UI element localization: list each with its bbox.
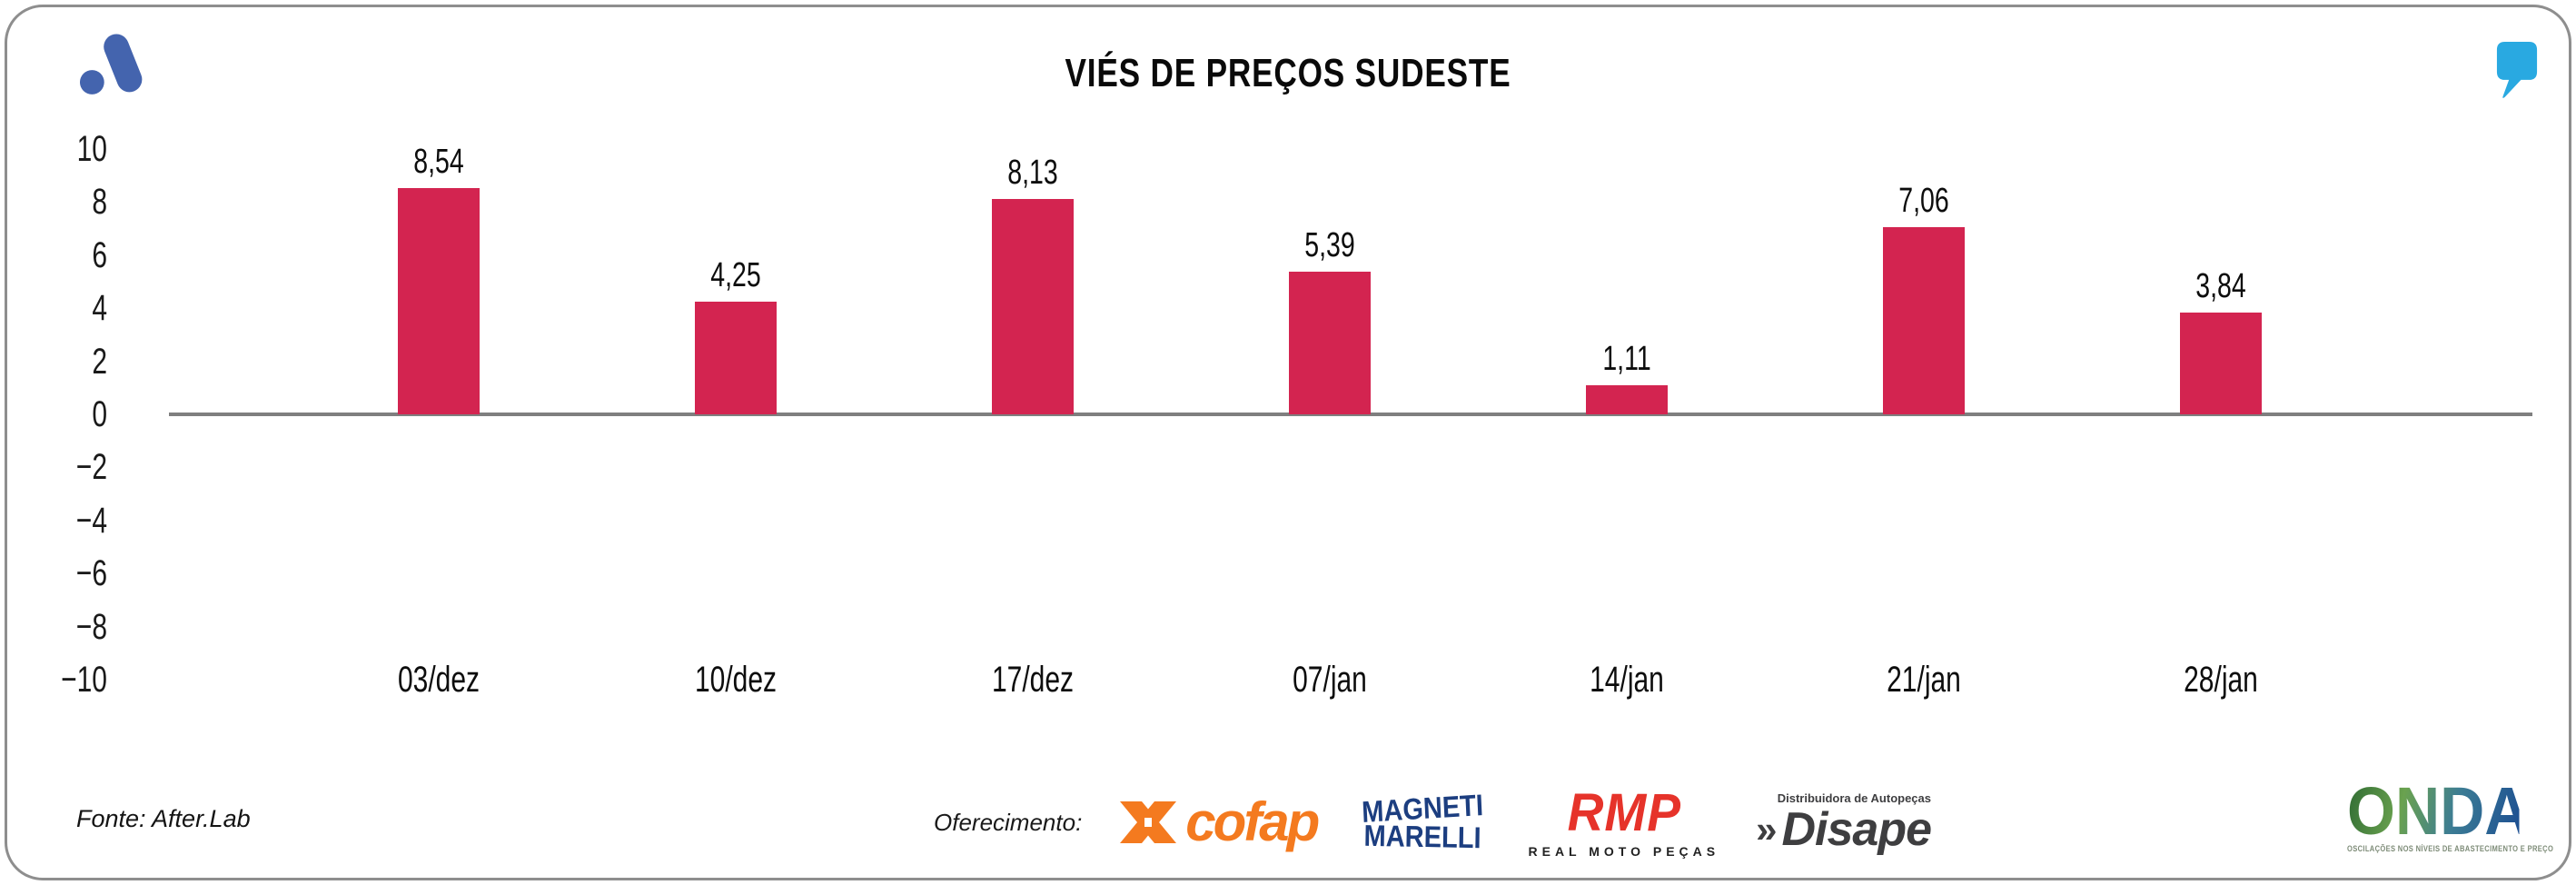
- sponsor-label: Oferecimento:: [934, 808, 1083, 836]
- y-axis-tick-label: 10: [76, 129, 107, 169]
- chart-title: VIÉS DE PREÇOS SUDESTE: [1065, 51, 1511, 95]
- rmp-logo-text: RMP: [1567, 783, 1681, 842]
- y-axis-tick-label: −8: [75, 606, 107, 647]
- y-axis-tick-label: −4: [75, 500, 107, 541]
- x-axis-label: 07/jan: [1293, 660, 1367, 700]
- y-axis-tick-label: 8: [92, 182, 107, 223]
- x-axis-label: 17/dez: [991, 660, 1075, 700]
- rmp-logo-subtext: REAL MOTO PEÇAS: [1528, 844, 1720, 859]
- bar: [992, 199, 1074, 414]
- x-axis-label: 03/dez: [397, 660, 481, 700]
- y-axis-tick-label: −10: [61, 660, 107, 700]
- source-note: Fonte: After.Lab: [76, 805, 251, 832]
- bar: [398, 188, 480, 414]
- bar-value-label: 8,13: [1007, 154, 1058, 192]
- onda-logo-text: ONDA: [2347, 773, 2530, 849]
- magneti-marelli-logo: MAGNETI MARELLI: [1353, 788, 1491, 855]
- bar: [695, 302, 777, 414]
- x-axis-label: 21/jan: [1887, 660, 1961, 700]
- disape-chevrons-icon: »: [1756, 808, 1778, 850]
- y-axis-tick-label: 6: [92, 234, 107, 275]
- bar-value-label: 7,06: [1898, 182, 1949, 220]
- y-axis-tick-label: 4: [92, 288, 107, 329]
- rmp-logo: RMP REAL MOTO PEÇAS: [1528, 783, 1720, 859]
- bar: [1289, 272, 1371, 414]
- bar-value-label: 4,25: [710, 256, 761, 294]
- cofap-logo-text: cofap: [1185, 791, 1320, 852]
- x-axis-line: [169, 413, 2532, 416]
- quote-icon: [2496, 42, 2538, 98]
- bar: [2180, 313, 2262, 414]
- bar-value-label: 5,39: [1304, 226, 1355, 264]
- onda-logo: ONDA OSCILAÇÕES NOS NÍVEIS DE ABASTECIME…: [2347, 773, 2554, 853]
- x-axis-label: 10/dez: [694, 660, 778, 700]
- y-axis-tick-label: 2: [92, 341, 107, 382]
- magneti-logo-line2: MARELLI: [1363, 818, 1482, 855]
- y-axis-tick-label: −2: [75, 447, 107, 488]
- disape-logo-subtext: Distribuidora de Autopeças: [1777, 791, 1932, 805]
- sponsor-row: Oferecimento: cofap MAGNETI MARELLI RMP …: [934, 772, 1932, 872]
- cofap-logo: cofap: [1118, 791, 1320, 852]
- bar: [1586, 385, 1668, 414]
- bar: [1883, 227, 1965, 414]
- afterlab-logo-icon: [80, 34, 143, 94]
- onda-logo-tagline: OSCILAÇÕES NOS NÍVEIS DE ABASTECIMENTO E…: [2347, 843, 2554, 853]
- y-axis-tick-label: 0: [92, 394, 107, 434]
- x-axis-label: 28/jan: [2184, 660, 2258, 700]
- x-axis-label: 14/jan: [1590, 660, 1664, 700]
- disape-logo-text: Disape: [1781, 803, 1932, 856]
- cofap-x-icon: [1120, 801, 1177, 843]
- bar-value-label: 3,84: [2195, 267, 2246, 305]
- disape-logo: Distribuidora de Autopeças » Disape: [1756, 791, 1932, 856]
- bar-value-label: 8,54: [413, 143, 464, 181]
- y-axis-tick-label: −6: [75, 553, 107, 594]
- bar-value-label: 1,11: [1602, 340, 1651, 378]
